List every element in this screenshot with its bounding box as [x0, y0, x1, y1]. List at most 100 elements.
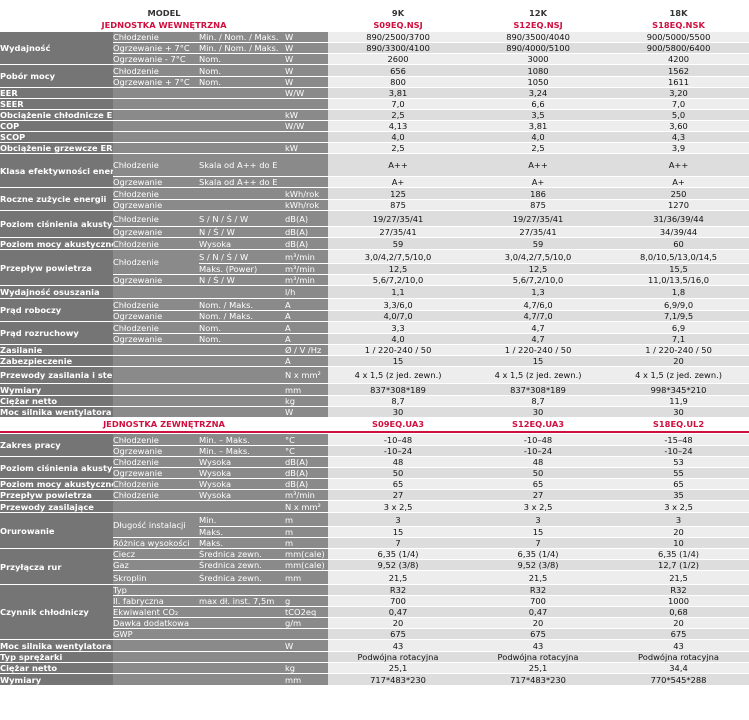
row-unit: A — [285, 333, 329, 345]
value-cell: 21,5 — [468, 570, 609, 585]
row-unit: m — [285, 512, 329, 527]
row-sublabel: Ogrzewanie — [113, 467, 199, 479]
row-unit: g — [285, 595, 329, 607]
value-cell: 20 — [608, 526, 749, 538]
row-label: Moc silnika wentylatora — [0, 639, 113, 652]
row-unit: g/m — [285, 617, 329, 629]
row-label: Zasilanie — [0, 344, 113, 356]
row-condition: Maks. — [199, 537, 285, 549]
value-cell: 31/36/39/44 — [608, 210, 749, 227]
row-label: Przepływ powietrza — [0, 249, 113, 286]
row-sublabel: Chłodzenie — [113, 489, 199, 501]
value-cell: 998*345*210 — [608, 383, 749, 396]
row-condition: Wysoka — [199, 456, 285, 468]
spec-row: Zakres pracy Chłodzenie Min. – Maks. °C -10–… — [0, 433, 749, 457]
spec-row: Ogrzewanie Min. – Maks. °C -10–24 -10–24 -10–… — [0, 445, 749, 457]
spec-row: Wydajność osuszania l/h 1,1 1,3 1,8 — [0, 285, 749, 299]
value-cell: 3,5 — [468, 109, 609, 121]
row-condition — [199, 109, 285, 121]
spec-row: Wydajność Chłodzenie Min. / Nom. / Maks. W 8… — [0, 31, 749, 65]
row-unit: mm — [285, 673, 329, 686]
row-condition — [199, 87, 285, 99]
row-sublabel: Gaz — [113, 559, 199, 571]
value-cell: 43 — [608, 639, 749, 652]
value-cell: A+ — [468, 176, 609, 188]
row-sublabel: Chłodzenie — [113, 237, 199, 250]
value-cell: 3,3/6,0 — [328, 298, 469, 311]
value-cell: 3,20 — [608, 87, 749, 99]
section-title: JEDNOSTKA ZEWNĘTRZNA — [0, 417, 329, 431]
spec-row: Gaz Średnica zewn. mm(cale) 9,52 (3/8) 9,52 … — [0, 559, 749, 571]
row-label: Roczne zużycie energii — [0, 187, 113, 211]
row-sublabel — [113, 383, 199, 396]
value-cell: 12,5 — [468, 263, 609, 275]
value-cell: 770*545*288 — [608, 673, 749, 686]
model-code: S12EQ.NSJ — [468, 18, 609, 32]
value-cell: 1050 — [468, 76, 609, 88]
value-cell: 20 — [608, 355, 749, 367]
value-cell: 30 — [608, 406, 749, 418]
row-unit: W — [285, 42, 329, 54]
row-unit: W — [285, 53, 329, 65]
spec-table: MODEL 9K 12K 18K JEDNOSTKA WEWNĘTRZNA S09EQ.N… — [0, 7, 749, 686]
row-sublabel: Chłodzenie — [113, 433, 199, 446]
row-sublabel — [113, 344, 199, 356]
row-condition: Wysoka — [199, 467, 285, 479]
row-unit: mm(cale) — [285, 548, 329, 560]
spec-row: Zabezpieczenie A 15 15 20 — [0, 355, 749, 367]
value-cell: 717*483*230 — [328, 673, 469, 686]
capacity-label: 9K — [328, 7, 469, 19]
value-cell: 875 — [468, 199, 609, 211]
value-cell: A++ — [328, 153, 469, 177]
row-unit: °C — [285, 445, 329, 457]
spec-row: Poziom ciśnienia akustycznegoChłodzenieS… — [0, 210, 749, 238]
spec-row: Pobór mocy Chłodzenie Nom. W 656 1080 1562 — [0, 64, 749, 88]
value-cell: R32 — [328, 584, 469, 596]
row-sublabel: Ciecz — [113, 548, 199, 560]
row-sublabel — [113, 651, 199, 663]
spec-row: Ogrzewanie Nom. / Maks. A 4,0/7,0 4,7/7,0 7,1… — [0, 310, 749, 322]
value-cell: 7,0 — [328, 98, 469, 110]
value-cell: 875 — [328, 199, 469, 211]
value-cell: 125 — [328, 187, 469, 200]
row-condition — [199, 500, 285, 513]
row-condition — [199, 383, 285, 396]
value-cell: 27 — [468, 489, 609, 501]
row-sublabel: Chłodzenie — [113, 456, 199, 468]
row-sublabel — [113, 662, 199, 674]
row-unit: °C — [285, 433, 329, 446]
row-sublabel: Ogrzewanie + 7°C — [113, 76, 199, 88]
row-sublabel — [113, 285, 199, 299]
spec-row: Typ sprężarki Podwójna rotacyjna Podwójna … — [0, 651, 749, 663]
row-unit: kWh/rok — [285, 199, 329, 211]
row-unit: Ø / V /Hz — [285, 344, 329, 356]
row-sublabel — [113, 406, 199, 418]
value-cell: 1562 — [608, 64, 749, 77]
value-cell: R32 — [468, 584, 609, 596]
spec-row: Poziom ciśnienia akustycznegoChłodzenieW… — [0, 456, 749, 479]
value-cell: 1 / 220-240 / 50 — [608, 344, 749, 356]
value-cell: 11,0/13,5/16,0 — [608, 274, 749, 286]
value-cell: 717*483*230 — [468, 673, 609, 686]
row-sublabel: Długość instalacji — [113, 512, 199, 538]
value-cell: 4 x 1,5 (z jed. zewn.) — [468, 366, 609, 384]
value-cell: 48 — [468, 456, 609, 468]
row-label: Pobór mocy — [0, 64, 113, 88]
spec-row: COP W/W 4,13 3,81 3,60 — [0, 120, 749, 132]
row-condition: Wysoka — [199, 237, 285, 250]
row-condition — [199, 142, 285, 154]
row-unit: m — [285, 526, 329, 538]
spec-row: Ogrzewanie + 7°C Nom. W 800 1050 1611 — [0, 76, 749, 88]
row-unit — [285, 131, 329, 143]
row-unit: dB(A) — [285, 456, 329, 468]
value-cell: 15 — [328, 526, 469, 538]
row-sublabel — [113, 87, 199, 99]
value-cell: 7,0 — [608, 98, 749, 110]
model-code: S12EQ.UA3 — [468, 417, 609, 431]
row-label: Wymiary — [0, 383, 113, 396]
value-cell: 50 — [468, 467, 609, 479]
row-unit: W — [285, 406, 329, 418]
row-condition: S / N / Ś / W — [199, 210, 285, 227]
value-cell: 837*308*189 — [468, 383, 609, 396]
row-sublabel: GWP — [113, 628, 199, 640]
